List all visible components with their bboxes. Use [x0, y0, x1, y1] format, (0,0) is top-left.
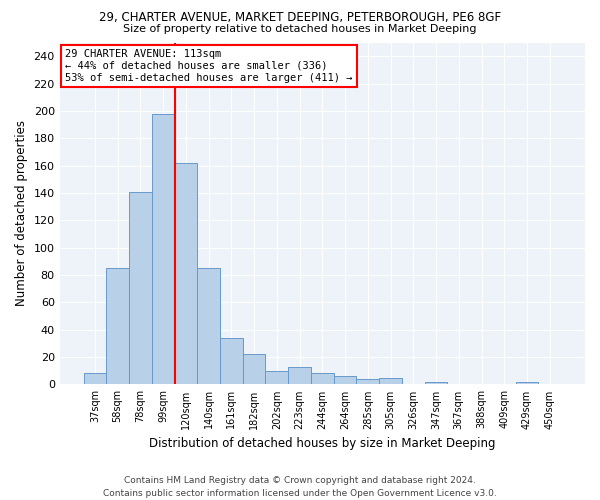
Text: 29 CHARTER AVENUE: 113sqm
← 44% of detached houses are smaller (336)
53% of semi: 29 CHARTER AVENUE: 113sqm ← 44% of detac…	[65, 50, 352, 82]
Bar	[83, 374, 106, 384]
Text: 29, CHARTER AVENUE, MARKET DEEPING, PETERBOROUGH, PE6 8GF: 29, CHARTER AVENUE, MARKET DEEPING, PETE…	[99, 11, 501, 24]
Bar	[175, 163, 197, 384]
Bar	[334, 376, 356, 384]
Y-axis label: Number of detached properties: Number of detached properties	[15, 120, 28, 306]
Bar	[265, 371, 288, 384]
Bar	[106, 268, 129, 384]
Bar	[220, 338, 243, 384]
Text: Contains HM Land Registry data © Crown copyright and database right 2024.
Contai: Contains HM Land Registry data © Crown c…	[103, 476, 497, 498]
Bar	[152, 114, 175, 384]
Bar	[288, 366, 311, 384]
Bar	[425, 382, 448, 384]
Bar	[197, 268, 220, 384]
Bar	[356, 379, 379, 384]
Bar	[129, 192, 152, 384]
Bar	[515, 382, 538, 384]
X-axis label: Distribution of detached houses by size in Market Deeping: Distribution of detached houses by size …	[149, 437, 496, 450]
Bar	[311, 374, 334, 384]
Bar	[243, 354, 265, 384]
Bar	[379, 378, 402, 384]
Text: Size of property relative to detached houses in Market Deeping: Size of property relative to detached ho…	[123, 24, 477, 34]
